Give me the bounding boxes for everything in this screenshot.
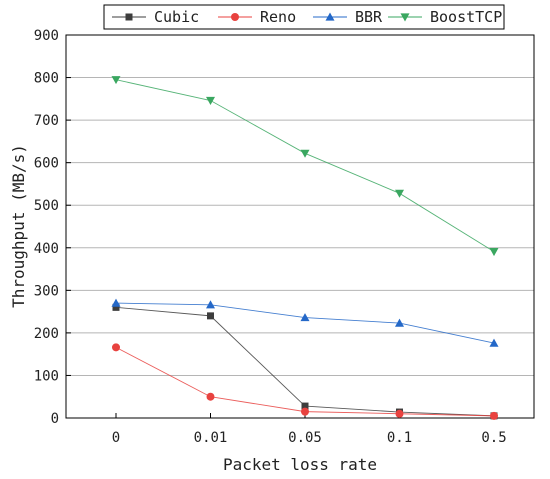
legend-label-boosttcp: BoostTCP <box>430 8 502 26</box>
legend-frame <box>103 4 505 30</box>
legend-label-bbr: BBR <box>355 8 383 26</box>
data-point-reno <box>301 407 309 416</box>
legend-marker-reno <box>231 13 239 21</box>
x-tick-label: 0.5 <box>481 430 506 446</box>
legend-marker-bbr <box>325 12 335 21</box>
data-point-cubic <box>112 303 120 311</box>
series-line-cubic <box>115 306 495 417</box>
data-point-bbr <box>206 300 215 309</box>
y-tick-label: 600 <box>34 156 59 172</box>
data-point-reno <box>395 409 404 418</box>
x-tick-label: 0.1 <box>387 430 412 446</box>
data-point-reno <box>112 343 120 352</box>
y-axis-title: Throughput (MB/s) <box>9 144 28 308</box>
data-point-cubic <box>207 312 214 320</box>
series-layer <box>111 76 499 420</box>
data-point-boosttcp <box>300 149 310 158</box>
data-point-reno <box>206 392 215 401</box>
series-line-bbr <box>115 302 495 344</box>
data-point-boosttcp <box>395 189 404 198</box>
plot-frame <box>65 34 535 419</box>
data-point-boosttcp <box>206 96 215 106</box>
legend-label-cubic: Cubic <box>154 8 199 26</box>
x-tick-label: 0.05 <box>288 430 322 446</box>
data-point-bbr <box>300 313 310 322</box>
legend-marker-cubic <box>125 13 133 21</box>
x-tick-label: 0.01 <box>194 430 228 446</box>
legend: Cubic Reno BBR BoostTCP <box>103 4 505 30</box>
y-tick-label: 800 <box>34 71 59 87</box>
data-point-bbr <box>395 318 404 327</box>
legend-marker-boosttcp <box>400 13 410 22</box>
y-tick-label: 0 <box>51 411 59 427</box>
y-tick-label: 200 <box>34 326 59 342</box>
data-point-bbr <box>111 298 121 307</box>
data-point-boosttcp <box>489 248 499 257</box>
y-tick-label: 400 <box>34 241 59 257</box>
data-point-boosttcp <box>111 76 121 85</box>
y-tick-label: 100 <box>34 368 59 384</box>
data-point-cubic <box>301 402 309 410</box>
y-tick-label: 300 <box>34 283 59 299</box>
x-axis-title: Packet loss rate <box>223 455 377 474</box>
x-tick-label: 0 <box>112 430 120 446</box>
y-tick-label: 500 <box>34 198 59 214</box>
data-point-bbr <box>489 338 499 347</box>
series-line-boosttcp <box>115 79 495 252</box>
legend-label-reno: Reno <box>260 8 296 26</box>
y-tick-label: 900 <box>34 28 59 44</box>
y-tick-label: 700 <box>34 113 59 129</box>
y-axis: 0 100 200 300 400 500 600 700 800 900 <box>34 28 71 427</box>
grid <box>66 77 534 376</box>
data-point-reno <box>490 411 498 420</box>
